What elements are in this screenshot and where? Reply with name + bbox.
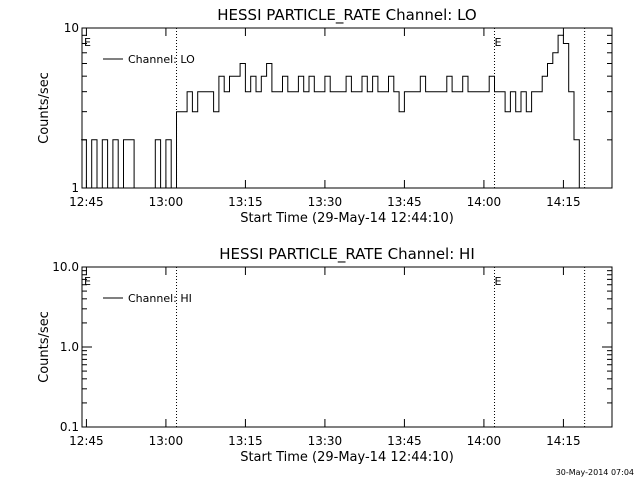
hi-channel-panel: HESSI PARTICLE_RATE Channel: HI 12:45 13:0… — [37, 245, 613, 465]
y-axis-label: Counts/sec — [37, 311, 52, 383]
event-marker: E — [84, 36, 91, 49]
x-tick-label: 13:00 — [149, 434, 184, 448]
chart-title: HESSI PARTICLE_RATE Channel: LO — [217, 6, 476, 25]
y-tick-label: 1.0 — [60, 340, 79, 354]
axes-frame — [81, 266, 613, 428]
y-tick-label: 1 — [71, 181, 79, 195]
y-tick-label: 0.1 — [60, 420, 79, 434]
x-tick-label: 13:30 — [308, 195, 343, 209]
legend-label: Channel: LO — [128, 53, 195, 66]
footer-date: 30-May-2014 07:04 — [556, 468, 634, 477]
x-tick-label: 14:00 — [467, 195, 502, 209]
x-tick-label: 14:15 — [546, 434, 581, 448]
axes-frame — [81, 27, 613, 189]
x-tick-label: 13:45 — [387, 195, 422, 209]
lo-channel-panel: HESSI PARTICLE_RATE Channel: LO 12:45 13:0… — [37, 6, 613, 226]
event-marker: E — [84, 275, 91, 288]
x-axis-label: Start Time (29-May-14 12:44:10) — [240, 450, 454, 465]
legend-label: Channel: HI — [128, 292, 192, 305]
x-tick-label: 13:30 — [308, 434, 343, 448]
x-tick-label: 14:15 — [546, 195, 581, 209]
y-axis-label: Counts/sec — [37, 72, 52, 144]
series-line — [81, 34, 585, 189]
x-tick-label: 12:45 — [69, 195, 104, 209]
x-tick-label: 12:45 — [69, 434, 104, 448]
x-tick-label: 13:15 — [228, 195, 263, 209]
event-marker: E — [495, 36, 502, 49]
x-tick-label: 13:45 — [387, 434, 422, 448]
x-tick-label: 14:00 — [467, 434, 502, 448]
y-tick-label: 10 — [64, 21, 79, 35]
y-tick-label: 10.0 — [52, 260, 79, 274]
chart-title: HESSI PARTICLE_RATE Channel: HI — [219, 245, 475, 264]
x-tick-label: 13:00 — [149, 195, 184, 209]
x-axis-label: Start Time (29-May-14 12:44:10) — [240, 211, 454, 226]
event-marker: E — [495, 275, 502, 288]
x-tick-label: 13:15 — [228, 434, 263, 448]
